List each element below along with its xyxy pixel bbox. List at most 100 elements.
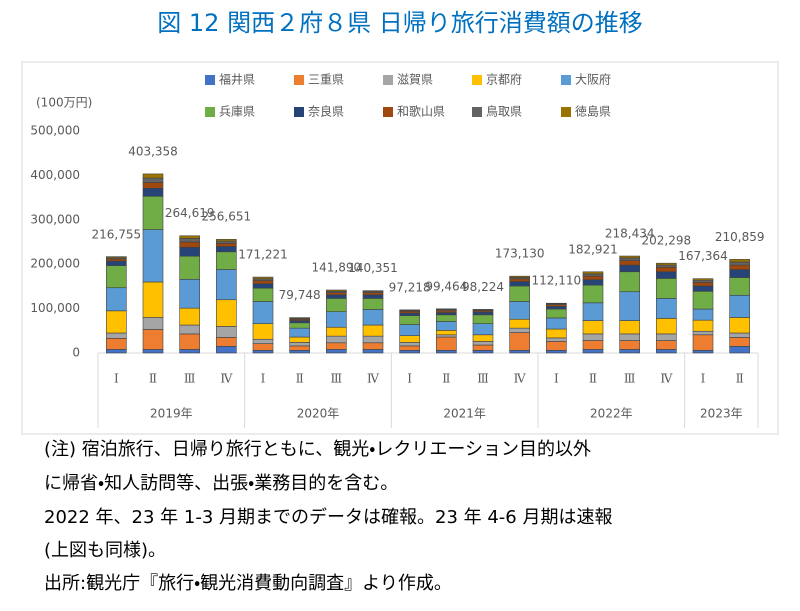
- bar-segment: [472, 309, 494, 311]
- total-label: 140,351: [348, 261, 398, 275]
- total-label: 99,464: [425, 279, 467, 293]
- y-tick-label: 400,000: [30, 168, 80, 182]
- x-tick-label: Ⅲ: [624, 372, 636, 386]
- y-tick-label: 500,000: [30, 124, 80, 138]
- bar-segment: [142, 329, 164, 350]
- bar-segment: [362, 290, 384, 292]
- bar-segment: [326, 311, 347, 328]
- bar-segment: [252, 301, 274, 324]
- bar-segment: [509, 327, 530, 333]
- bar-segment: [582, 284, 604, 304]
- bar-segment: [252, 338, 274, 344]
- bar-segment: [619, 333, 640, 341]
- bar-segment: [216, 251, 237, 270]
- bar-segment: [619, 264, 640, 273]
- bar-segment: [179, 333, 200, 350]
- bar-segment: [216, 269, 237, 301]
- bar-segment: [692, 350, 714, 354]
- note: に帰省・知人訪問等、出張・業務目的を含む。: [44, 473, 398, 494]
- total-label: 264,619: [165, 206, 215, 220]
- bar-segment: [399, 312, 420, 317]
- total-label: 256,651: [202, 210, 252, 224]
- bar-segment: [582, 273, 604, 277]
- bar-segment: [656, 340, 677, 350]
- bar-segment: [106, 265, 127, 289]
- bar-segment: [472, 314, 494, 324]
- bar-segment: [656, 262, 677, 266]
- y-tick-label: 200,000: [30, 257, 80, 271]
- legend-label: 三重県: [308, 73, 344, 87]
- bar-segment: [692, 285, 714, 292]
- legend-label: 奈良県: [308, 104, 344, 119]
- bar-segment: [216, 337, 237, 347]
- bar-segment: [252, 350, 274, 354]
- bar-segment: [509, 301, 530, 320]
- x-tick-label: Ⅰ: [554, 372, 559, 386]
- x-tick-label: Ⅰ: [261, 372, 266, 386]
- bar-segment: [326, 298, 347, 313]
- bar-segment: [509, 318, 530, 329]
- bar-segment: [179, 238, 200, 243]
- bar-segment: [729, 259, 750, 263]
- group-label: 2020年: [297, 407, 340, 421]
- total-label: 141,890: [312, 261, 362, 275]
- bar-segment: [216, 346, 237, 354]
- bar-segment: [729, 346, 750, 354]
- x-tick-label: Ⅳ: [367, 372, 380, 386]
- bar-segment: [582, 279, 604, 286]
- bar-segment: [106, 338, 127, 350]
- bar-segment: [582, 349, 604, 354]
- bar-segment: [582, 271, 604, 275]
- bar-segment: [692, 319, 714, 332]
- bar-segment: [619, 260, 640, 266]
- bar-segment: [656, 298, 677, 319]
- note: (上図も同様)。: [44, 540, 166, 561]
- x-tick-label: Ⅳ: [220, 372, 233, 386]
- bar-segment: [509, 281, 530, 287]
- total-label: 210,859: [715, 230, 765, 244]
- bar-segment: [656, 267, 677, 273]
- bar-segment: [362, 292, 384, 296]
- bar-segment: [619, 257, 640, 261]
- note: 出所:観光庁『旅行・観光消費動向調査』より作成。: [44, 573, 452, 594]
- legend-swatch: [205, 107, 215, 117]
- bar-segment: [619, 255, 640, 259]
- y-tick-label: 100,000: [30, 301, 80, 315]
- bar-segment: [472, 350, 494, 354]
- bar-segment: [656, 278, 677, 299]
- legend-label: 和歌山県: [397, 105, 445, 119]
- total-label: 79,748: [279, 288, 321, 302]
- bar-segment: [362, 309, 384, 326]
- bar-segment: [436, 308, 457, 310]
- chart-frame: [21, 61, 779, 435]
- note: (注) 宿泊旅行、日帰り旅行ともに、観光・レクリエーション目的以外: [44, 439, 591, 460]
- group-label: 2021年: [443, 407, 486, 421]
- bar-segment: [399, 324, 420, 336]
- bar-segment: [509, 278, 530, 282]
- bar-segment: [399, 350, 420, 354]
- bar-segment: [252, 276, 274, 280]
- bar-segment: [399, 335, 420, 343]
- legend-swatch: [472, 107, 482, 117]
- bar-segment: [142, 195, 164, 230]
- bar-segment: [252, 323, 274, 340]
- bar-segment: [142, 182, 164, 189]
- y-axis-label: (100万円): [36, 96, 92, 110]
- bar-segment: [289, 327, 310, 338]
- legend-swatch: [294, 107, 304, 117]
- bar-segment: [546, 341, 567, 351]
- bar-segment: [179, 307, 200, 326]
- bar-segment: [362, 342, 384, 350]
- x-tick-label: Ⅰ: [407, 372, 412, 386]
- bar-segment: [546, 337, 567, 342]
- bar-segment: [216, 299, 237, 327]
- bar-segment: [289, 322, 310, 329]
- total-label: 403,358: [128, 144, 178, 158]
- bar-segment: [142, 317, 164, 330]
- bar-segment: [656, 318, 677, 335]
- bar-segment: [582, 275, 604, 281]
- bar-segment: [106, 349, 127, 354]
- total-label: 171,221: [238, 247, 288, 261]
- bar-segment: [326, 289, 347, 292]
